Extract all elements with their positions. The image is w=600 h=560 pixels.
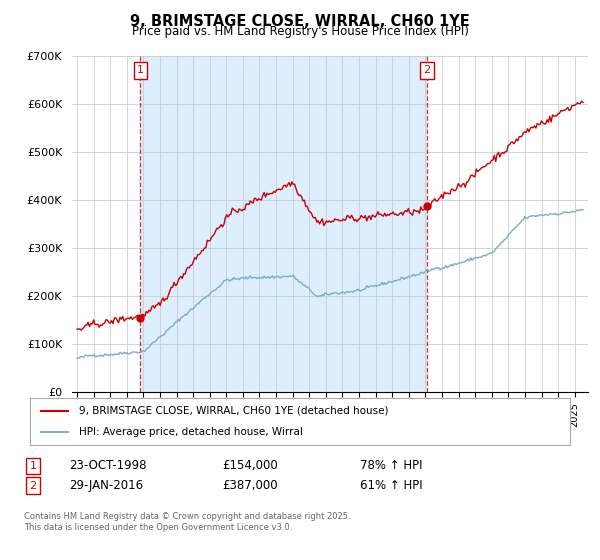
Text: 1: 1 (137, 66, 144, 76)
Text: 9, BRIMSTAGE CLOSE, WIRRAL, CH60 1YE: 9, BRIMSTAGE CLOSE, WIRRAL, CH60 1YE (130, 14, 470, 29)
Text: 23-OCT-1998: 23-OCT-1998 (69, 459, 146, 473)
Text: £387,000: £387,000 (222, 479, 278, 492)
Text: 61% ↑ HPI: 61% ↑ HPI (360, 479, 422, 492)
Text: 1: 1 (29, 461, 37, 471)
Text: £154,000: £154,000 (222, 459, 278, 473)
Bar (140, 56, 427, 392)
Text: Price paid vs. HM Land Registry's House Price Index (HPI): Price paid vs. HM Land Registry's House … (131, 25, 469, 38)
Text: 29-JAN-2016: 29-JAN-2016 (69, 479, 143, 492)
Text: 78% ↑ HPI: 78% ↑ HPI (360, 459, 422, 473)
Text: HPI: Average price, detached house, Wirral: HPI: Average price, detached house, Wirr… (79, 427, 302, 437)
Text: Contains HM Land Registry data © Crown copyright and database right 2025.
This d: Contains HM Land Registry data © Crown c… (24, 512, 350, 531)
Text: 2: 2 (423, 66, 430, 76)
Text: 2: 2 (29, 480, 37, 491)
Text: 9, BRIMSTAGE CLOSE, WIRRAL, CH60 1YE (detached house): 9, BRIMSTAGE CLOSE, WIRRAL, CH60 1YE (de… (79, 406, 388, 416)
